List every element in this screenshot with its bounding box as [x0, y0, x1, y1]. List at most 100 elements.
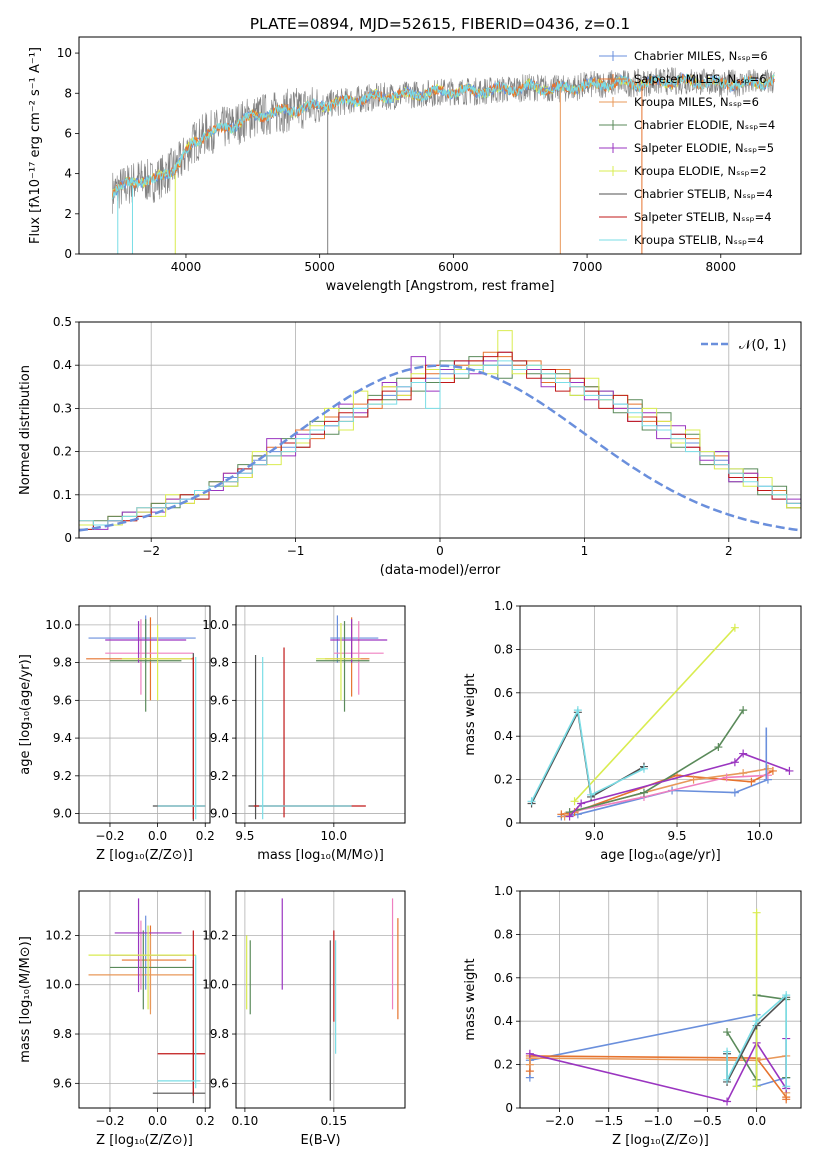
point-marker-krou_stelib: [723, 1047, 732, 1056]
x-tick-label: 6000: [438, 260, 469, 274]
line-chab_miles: [561, 778, 769, 818]
line-salp_elodie: [569, 752, 790, 818]
x-tick-label: −0.5: [693, 1114, 722, 1128]
point-marker-salp_elodie: [730, 758, 739, 767]
line-chab_stelib: [530, 709, 645, 804]
point-marker-salp_elodie: [739, 749, 748, 758]
x-tick-label: 0.0: [148, 829, 167, 843]
y-tick-label: 4: [64, 167, 72, 181]
y-tick-label: 1.0: [494, 599, 513, 613]
legend-spectrum: Chabrier MILES, Nₛₛₚ=6 Salpeter MILES, Nₛ…: [599, 49, 775, 247]
legend-label-krou_miles: Kroupa MILES, Nₛₛₚ=6: [634, 95, 759, 109]
panel-mass_vs_Z: −0.2 0.0 0.2 9.6 9.8 10.0 10.2 Z [log₁₀(Z/Z⊙)] m…: [18, 890, 215, 1148]
line-krou_elodie: [573, 627, 736, 802]
point-marker-krou_stelib: [752, 1017, 761, 1026]
y-tick-label: 9.8: [53, 1027, 72, 1041]
legend-label-salp_stelib: Salpeter STELIB, Nₛₛₚ=4: [634, 210, 772, 224]
errorbar-krou_stelib: [259, 656, 352, 820]
x-axis-label: age [log₁₀(age/yr)]: [600, 848, 721, 863]
panel-age_vs_mass: 9.5 10.0 9.0 9.2 9.4 9.6 9.8 10.0 mass [log₁₀(M/…: [202, 605, 406, 863]
errorbar-chab_stelib: [152, 960, 206, 1104]
point-marker-krou_stelib: [587, 790, 596, 799]
y-axis-label: mass weight: [463, 673, 478, 755]
point-marker-chab_elodie: [639, 788, 648, 797]
y-tick-label: 0.2: [494, 1058, 513, 1072]
x-tick-label: 0.15: [320, 1114, 347, 1128]
errorbar-salp_stelib: [253, 647, 366, 818]
y-tick-label: 0: [505, 816, 513, 830]
errorbar-chab_stelib: [248, 655, 352, 820]
y-tick-label: 0.2: [494, 773, 513, 787]
y-tick-label: 9.6: [53, 1076, 72, 1090]
y-tick-label: 8: [64, 86, 72, 100]
point-marker-krou_miles: [739, 769, 748, 778]
errorbar-chab_miles: [88, 615, 196, 663]
y-axis-label: age [log₁₀(age/yr)]: [18, 654, 33, 775]
y-tick-label: 10: [57, 46, 72, 60]
y-tick-label: 9.6: [53, 693, 72, 707]
point-marker-salp_elodie: [577, 799, 586, 808]
series-krou_elodie: [752, 908, 761, 1091]
panel-residuals: −2 −1 0 1 2 0 0.1 0.2 0.3 0.4 0.5 (data-model)/erro…: [18, 315, 802, 578]
x-tick-label: 1: [581, 544, 589, 558]
y-tick-label: 0.8: [494, 642, 513, 656]
x-tick-label: 10.0: [320, 829, 347, 843]
y-tick-label: 0: [64, 247, 72, 261]
point-marker-salp_miles: [768, 766, 777, 775]
legend-label-salp_elodie: Salpeter ELODIE, Nₛₛₚ=5: [634, 141, 774, 155]
errorbar-chab_miles: [109, 915, 182, 990]
panel-spectrum: 4000 5000 6000 7000 8000 0 2 4 6 8 10 wavelength [A…: [28, 36, 802, 294]
y-tick-label: 9.4: [53, 731, 72, 745]
x-tick-label: −2: [142, 544, 160, 558]
x-tick-label: 0.2: [196, 829, 215, 843]
y-tick-label: 9.0: [210, 807, 229, 821]
legend-residuals: 𝒩(0, 1): [701, 338, 786, 353]
y-tick-label: 0.6: [494, 686, 513, 700]
y-tick-label: 10.0: [45, 618, 72, 632]
point-marker-krou_stelib: [639, 764, 648, 773]
point-marker-krou_elodie: [752, 908, 761, 917]
x-tick-label: 4000: [171, 260, 202, 274]
data-spectrum: [112, 67, 775, 214]
point-marker-krou_stelib: [527, 797, 536, 806]
y-tick-label: 9.2: [210, 769, 229, 783]
y-tick-label: 0.4: [53, 358, 72, 372]
point-marker-pink: [722, 773, 731, 782]
x-tick-label: 0.0: [148, 1114, 167, 1128]
point-marker-salp_miles: [747, 777, 756, 786]
x-tick-label: −1: [287, 544, 305, 558]
point-marker-salp_elodie: [525, 1049, 534, 1058]
x-tick-label: −1.5: [594, 1114, 623, 1128]
legend-label-chab_elodie: Chabrier ELODIE, Nₛₛₚ=4: [634, 118, 775, 132]
histogram-salp_elodie: [79, 351, 801, 530]
line-pink: [569, 774, 768, 813]
x-axis-label: Z [log₁₀(Z/Z⊙)]: [96, 848, 193, 863]
line-chab_elodie: [569, 709, 744, 813]
y-tick-label: 10.0: [202, 978, 229, 992]
x-tick-label: 10.0: [746, 829, 773, 843]
legend-label-salp_miles: Salpeter MILES, Nₛₛₚ=6: [634, 72, 767, 86]
plot-area: [527, 623, 794, 821]
y-axis-label: mass [log₁₀(M/M⊙)]: [18, 936, 33, 1063]
x-tick-label: 9.5: [235, 829, 254, 843]
y-tick-label: 0.2: [53, 445, 72, 459]
gaussian-reference-curve: [79, 364, 801, 532]
y-tick-label: 6: [64, 126, 72, 140]
point-marker-salp_elodie: [723, 1097, 732, 1106]
point-marker-krou_stelib: [573, 706, 582, 715]
y-tick-label: 9.2: [53, 769, 72, 783]
point-marker-krou_elodie: [752, 1082, 761, 1091]
x-axis-label: mass [log₁₀(M/M⊙)]: [257, 848, 384, 863]
x-axis-label: E(B-V): [300, 1133, 340, 1148]
x-tick-label: −0.2: [95, 829, 124, 843]
x-tick-label: 9.0: [585, 829, 604, 843]
y-axis-label: Flux [fλ10⁻¹⁷ erg cm⁻² s⁻¹ A⁻¹]: [28, 47, 43, 244]
legend-label-krou_elodie: Kroupa ELODIE, Nₛₛₚ=2: [634, 164, 767, 178]
legend-label-chab_miles: Chabrier MILES, Nₛₛₚ=6: [634, 49, 768, 63]
x-tick-label: 5000: [304, 260, 335, 274]
errorbar-krou_stelib: [157, 955, 201, 1089]
point-marker-krou_stelib: [782, 1082, 791, 1091]
y-tick-label: 9.8: [210, 1027, 229, 1041]
errorbar-krou_elodie: [121, 624, 191, 701]
panel-massweight_vs_age: 9.0 9.5 10.0 0 0.2 0.4 0.6 0.8 1.0 age [log₁₀(age…: [463, 599, 802, 863]
